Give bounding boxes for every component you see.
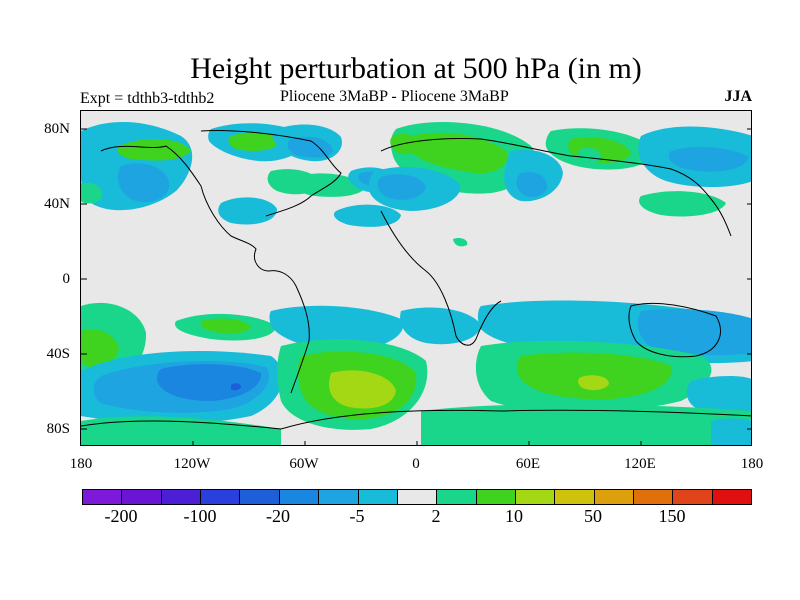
contour-patch-dark-blue <box>231 383 241 391</box>
colorbar-label: -100 <box>183 506 217 526</box>
contour-patch-blue <box>668 146 749 172</box>
contour-patch-light-blue <box>711 418 751 445</box>
contour-patch-blue <box>287 136 333 158</box>
coastlines <box>81 129 751 430</box>
contour-patch-light-blue <box>686 376 751 418</box>
lon-label-180e: 180 <box>740 456 764 472</box>
lon-label-60e: 60E <box>515 456 541 472</box>
lat-label-40s: 40S <box>46 346 70 362</box>
colorbar-swatch <box>319 490 359 504</box>
colorbar-label: -200 <box>104 506 138 526</box>
lat-label-80s: 80S <box>46 421 70 437</box>
colorbar-label: 150 <box>658 506 686 526</box>
colorbar-swatch <box>555 490 595 504</box>
colorbar-swatch <box>279 490 320 504</box>
colorbar-label: 2 <box>431 506 441 526</box>
contour-patch-yellow-green <box>578 375 609 391</box>
contour-patch-green <box>407 132 508 174</box>
contour-patch-green <box>117 139 191 161</box>
contour-patch-light-blue <box>269 305 404 351</box>
period-label: Pliocene 3MaBP - Pliocene 3MaBP <box>280 88 509 105</box>
lon-label-60w: 60W <box>289 456 319 472</box>
colorbar-swatch <box>161 490 202 504</box>
colorbar-swatch <box>673 490 713 504</box>
colorbar <box>82 489 752 505</box>
contour-patch-teal <box>81 416 281 445</box>
season-label: JJA <box>724 88 752 105</box>
contour-patch-green <box>390 133 421 155</box>
contour-patch-mid-blue <box>157 364 262 401</box>
colorbar-swatch <box>515 490 556 504</box>
tick-marks <box>81 128 751 445</box>
contour-patch-light-blue <box>333 204 401 227</box>
contour-map <box>81 122 751 445</box>
colorbar-swatch <box>240 490 280 504</box>
colorbar-label: 50 <box>584 506 602 526</box>
contour-patch-yellow-green <box>329 370 396 409</box>
contour-patch-blue <box>516 171 548 198</box>
lon-label-120e: 120E <box>624 456 656 472</box>
lon-label-180w: 180 <box>69 456 93 472</box>
lat-label-80n: 80N <box>44 121 70 137</box>
lon-label-120w: 120W <box>173 456 211 472</box>
contour-patch-blue <box>377 174 426 200</box>
map-panel <box>80 110 752 446</box>
contour-patch-green <box>81 329 119 368</box>
contour-patch-blue <box>117 163 170 203</box>
colorbar-swatch <box>634 490 674 504</box>
colorbar-swatch <box>437 490 477 504</box>
colorbar-swatch <box>358 490 398 504</box>
contour-patch-teal <box>421 404 751 445</box>
contour-patch-teal <box>81 182 103 204</box>
colorbar-label: -5 <box>349 506 365 526</box>
contour-patch-teal <box>453 237 468 247</box>
lat-label-0: 0 <box>62 271 71 287</box>
lon-label-0: 0 <box>412 456 420 472</box>
contour-patch-green <box>228 132 281 151</box>
colorbar-swatch <box>476 490 516 504</box>
contour-patch-teal <box>639 191 726 217</box>
colorbar-label: -20 <box>266 506 290 526</box>
contour-patch-green <box>200 318 251 334</box>
colorbar-swatch <box>397 490 438 504</box>
colorbar-label: 10 <box>505 506 523 526</box>
contour-patch-blue <box>637 308 751 356</box>
experiment-label: Expt = tdthb3-tdthb2 <box>80 90 215 107</box>
colorbar-swatch <box>594 490 635 504</box>
colorbar-swatch <box>83 490 123 504</box>
contour-patch-teal <box>293 173 366 197</box>
contour-patch-light-blue <box>400 307 481 345</box>
colorbar-swatch <box>122 490 162 504</box>
colorbar-swatch <box>712 490 752 504</box>
lat-label-40n: 40N <box>44 196 70 212</box>
contour-patch-light-blue <box>218 197 277 225</box>
colorbar-swatch <box>201 490 241 504</box>
plot-title: Height perturbation at 500 hPa (in m) <box>190 52 642 85</box>
